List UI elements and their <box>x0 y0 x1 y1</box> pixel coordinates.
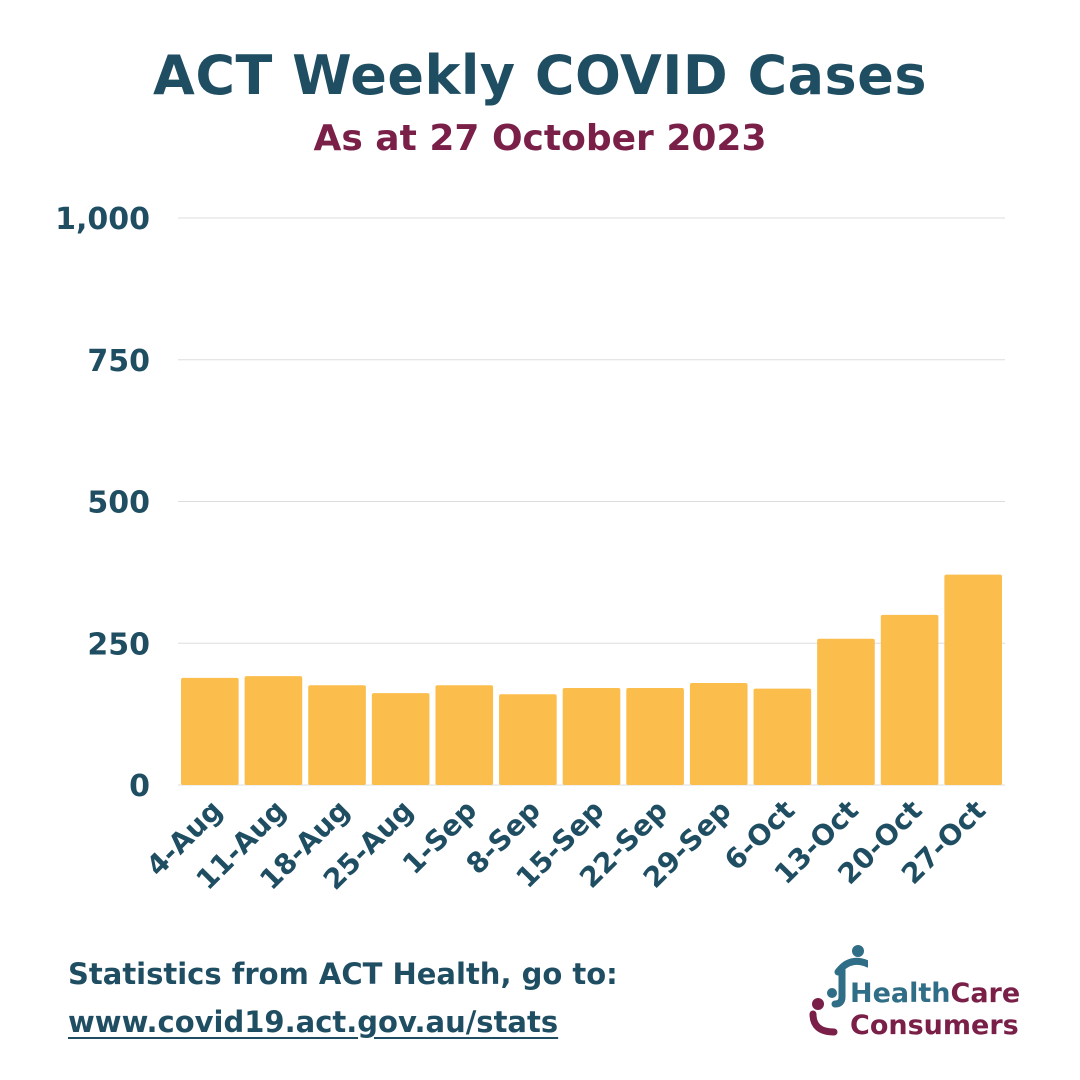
bar-4-Aug <box>181 677 239 785</box>
bars <box>181 574 1002 785</box>
bar-20-Oct <box>880 614 939 785</box>
bar-1-Sep <box>435 685 494 785</box>
y-tick-label: 500 <box>87 486 150 521</box>
y-tick-label: 250 <box>87 627 150 662</box>
bar-25-Aug <box>371 693 430 785</box>
bar-6-Oct <box>753 688 812 785</box>
bar-15-Sep <box>562 688 621 785</box>
y-tick-label: 750 <box>87 344 150 379</box>
bar-18-Aug <box>308 685 366 785</box>
y-axis-ticks: 0 250 500 750 1,000 <box>55 202 150 804</box>
chart-subtitle: As at 27 October 2023 <box>313 118 767 159</box>
bar-8-Sep <box>499 694 557 785</box>
source-text: Statistics from ACT Health, go to: <box>68 957 618 991</box>
healthcare-consumers-logo-icon <box>809 945 868 1036</box>
source-link[interactable]: www.covid19.act.gov.au/stats <box>68 1005 559 1039</box>
chart-title: ACT Weekly COVID Cases <box>153 44 927 107</box>
bar-22-Sep <box>626 688 684 785</box>
bar-13-Oct <box>817 638 875 785</box>
logo-word-health: Health <box>850 978 951 1009</box>
y-tick-label: 1,000 <box>55 202 150 237</box>
healthcare-consumers-logo: HealthCare Consumers <box>808 942 1020 1042</box>
logo-word-care: Care <box>950 978 1021 1009</box>
logo-text-healthcare: HealthCare <box>850 978 1020 1009</box>
logo-word-consumers: Consumers <box>850 1010 1019 1041</box>
bar-chart: 0 250 500 750 1,000 4-Aug11-Aug18-Aug25-Aug1… <box>55 202 1005 897</box>
y-tick-label: 0 <box>129 769 150 804</box>
x-axis-ticks: 4-Aug11-Aug18-Aug25-Aug1-Sep8-Sep15-Sep2… <box>140 794 992 897</box>
bar-27-Oct <box>944 574 1002 785</box>
bar-11-Aug <box>244 676 303 785</box>
bar-29-Sep <box>689 682 748 785</box>
